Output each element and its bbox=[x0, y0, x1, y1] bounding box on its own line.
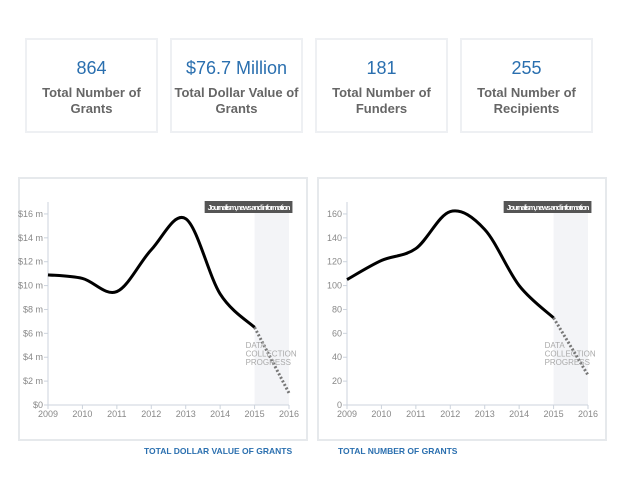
y-tick-label: 20 bbox=[332, 376, 342, 386]
projection-line bbox=[253, 326, 291, 394]
grants-count-chart-box bbox=[317, 177, 607, 441]
data-collection-label: PROGRESS bbox=[246, 358, 291, 367]
data-collection-label: COLLECTION bbox=[246, 350, 297, 359]
stat-label: Total Number of Grants bbox=[42, 85, 141, 116]
chart-title-number-of-grants[interactable]: TOTAL NUMBER OF GRANTS bbox=[338, 446, 458, 456]
legend-label: Journalism, news and information bbox=[208, 203, 291, 212]
y-tick-label: $6 m bbox=[23, 328, 43, 338]
series-line bbox=[47, 216, 256, 329]
y-tick-label: $2 m bbox=[23, 376, 43, 386]
x-tick-label: 2012 bbox=[141, 409, 161, 419]
projection-line bbox=[552, 317, 590, 376]
x-tick-label: 2011 bbox=[107, 409, 126, 419]
x-tick-label: 2011 bbox=[406, 409, 425, 419]
x-tick-label: 2016 bbox=[578, 409, 598, 419]
y-tick-label: 60 bbox=[332, 328, 342, 338]
chart-title-dollar-value[interactable]: TOTAL DOLLAR VALUE OF GRANTS bbox=[144, 446, 293, 456]
stat-card-grants: 864 Total Number of Grants bbox=[25, 38, 158, 133]
x-tick-label: 2012 bbox=[440, 409, 460, 419]
x-tick-label: 2015 bbox=[245, 409, 265, 419]
stat-value: $76.7 Million bbox=[185, 58, 288, 78]
stat-value: 255 bbox=[511, 58, 542, 78]
legend-label: Journalism, news and information bbox=[507, 203, 590, 212]
stat-card-recipients: 255 Total Number of Recipients bbox=[460, 38, 593, 133]
x-tick-label: 2013 bbox=[475, 409, 495, 419]
stat-label: Total Dollar Value of Grants bbox=[174, 85, 299, 116]
stat-label: Total Number of Funders bbox=[332, 85, 431, 116]
legend-box bbox=[204, 201, 293, 213]
y-tick-label: 80 bbox=[332, 304, 342, 314]
y-tick-label: $8 m bbox=[23, 304, 43, 314]
y-tick-label: 120 bbox=[327, 257, 342, 267]
x-tick-label: 2013 bbox=[176, 409, 196, 419]
stat-card-funders: 181 Total Number of Funders bbox=[315, 38, 448, 133]
data-collection-label: COLLECTION bbox=[545, 350, 596, 359]
data-collection-shade bbox=[254, 212, 289, 405]
data-collection-shade bbox=[553, 212, 588, 405]
x-tick-label: 2010 bbox=[371, 409, 391, 419]
x-tick-label: 2010 bbox=[72, 409, 92, 419]
y-tick-label: $10 m bbox=[18, 281, 43, 291]
legend-box bbox=[503, 201, 592, 213]
y-tick-label: 0 bbox=[337, 400, 342, 410]
x-tick-label: 2014 bbox=[210, 409, 230, 419]
y-tick-label: $0 bbox=[33, 400, 43, 410]
y-tick-label: 100 bbox=[327, 281, 342, 291]
y-tick-label: 160 bbox=[327, 209, 342, 219]
stat-card-dollar-value: $76.7 Million Total Dollar Value of Grant… bbox=[170, 38, 303, 133]
y-tick-label: 40 bbox=[332, 352, 342, 362]
x-tick-label: 2009 bbox=[337, 409, 357, 419]
x-tick-label: 2009 bbox=[38, 409, 58, 419]
data-collection-label: DATA bbox=[545, 341, 566, 350]
data-collection-label: PROGRESS bbox=[545, 358, 590, 367]
dollar-value-chart-box bbox=[18, 177, 308, 441]
x-tick-label: 2014 bbox=[509, 409, 529, 419]
y-tick-label: $16 m bbox=[18, 209, 43, 219]
y-tick-label: 140 bbox=[327, 233, 342, 243]
stat-label: Total Number of Recipients bbox=[477, 85, 576, 116]
data-collection-label: DATA bbox=[246, 341, 267, 350]
y-tick-label: $4 m bbox=[23, 352, 43, 362]
stat-value: 181 bbox=[366, 58, 397, 78]
y-tick-label: $14 m bbox=[18, 233, 43, 243]
x-tick-label: 2016 bbox=[279, 409, 299, 419]
stat-value: 864 bbox=[76, 58, 107, 78]
y-tick-label: $12 m bbox=[18, 257, 43, 267]
series-line bbox=[346, 209, 555, 319]
x-tick-label: 2015 bbox=[544, 409, 564, 419]
